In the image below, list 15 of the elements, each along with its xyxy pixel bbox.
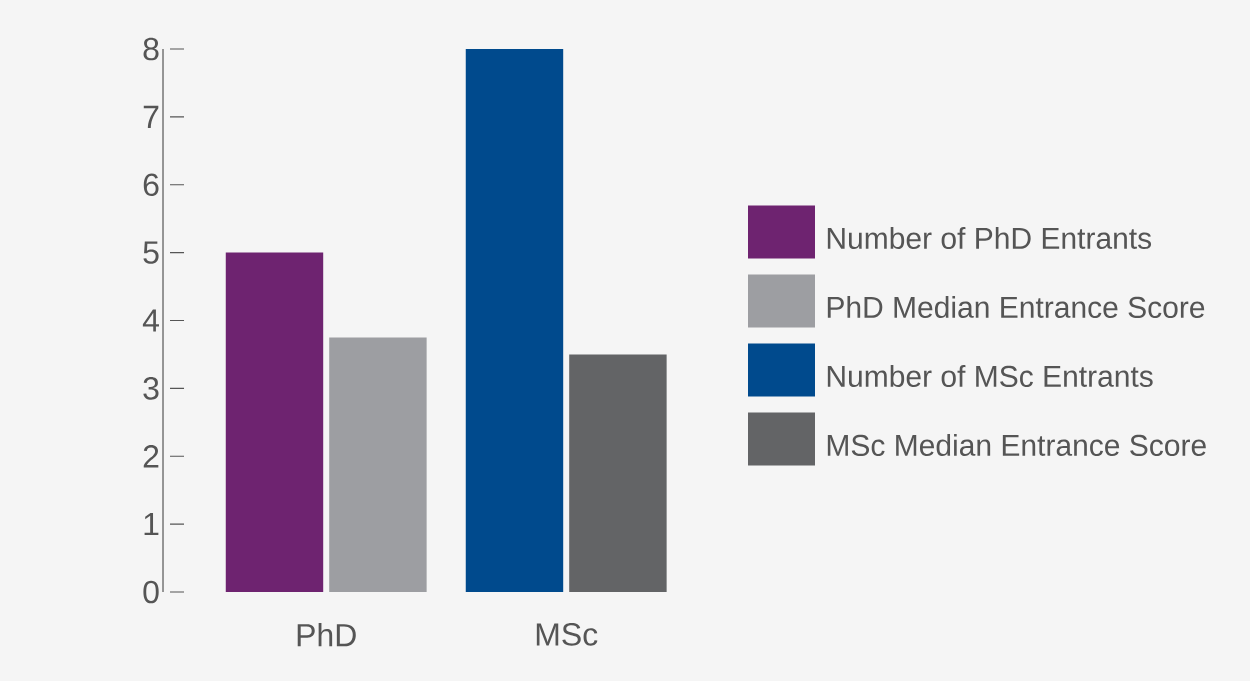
y-tick-label: 4 [142, 309, 159, 332]
y-tick-label: 3 [143, 377, 159, 400]
y-tick-label: 6 [143, 173, 159, 197]
x-tick-label: MSc [536, 623, 598, 646]
y-tick-label: 8 [143, 37, 159, 61]
y-tick-label: 7 [143, 105, 159, 128]
legend-label: Number of MSc Entrants [827, 364, 1153, 387]
y-tick-label: 2 [143, 445, 159, 468]
y-tick-label: 5 [143, 241, 159, 264]
y-tick-label: 1 [144, 513, 159, 536]
legend-label: MSc Median Entrance Score [827, 433, 1206, 456]
legend-label: PhD Median Entrance Score [827, 295, 1205, 318]
legend-label: Number of PhD Entrants [827, 226, 1152, 249]
x-tick-label: PhD [297, 623, 356, 647]
y-tick-label: 0 [143, 580, 159, 604]
